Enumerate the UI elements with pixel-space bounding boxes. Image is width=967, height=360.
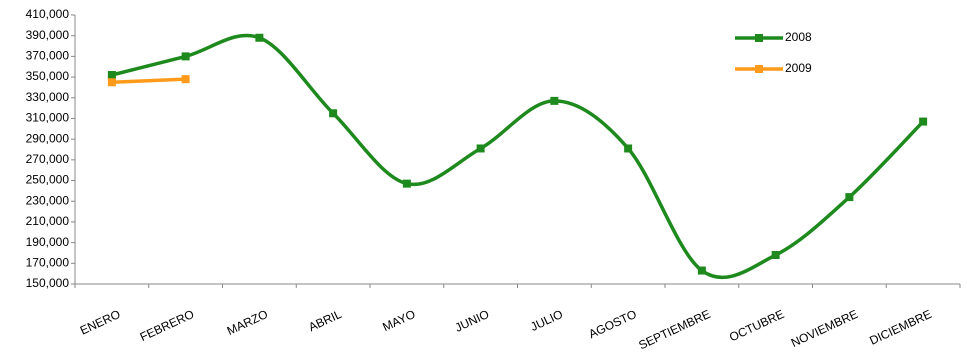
x-tick-label: MARZO (225, 307, 270, 338)
marker (329, 109, 338, 118)
marker (624, 144, 633, 153)
marker (697, 266, 706, 275)
y-tick-label: 350,000 (26, 69, 70, 83)
x-tick-label: JULIO (528, 307, 565, 334)
y-tick-label: 410,000 (26, 7, 70, 21)
y-tick-label: 170,000 (26, 255, 70, 269)
y-tick-label: 390,000 (26, 28, 70, 42)
marker (476, 144, 485, 153)
marker (919, 117, 928, 126)
marker (845, 193, 854, 202)
legend-marker (755, 65, 763, 73)
y-tick-label: 210,000 (26, 214, 70, 228)
marker (255, 33, 264, 42)
x-tick-label: FEBRERO (138, 307, 196, 344)
legend-label: 2008 (785, 30, 812, 44)
x-tick-label: JUNIO (453, 307, 492, 335)
x-tick-label: ENERO (78, 307, 123, 338)
y-tick-label: 310,000 (26, 111, 70, 125)
x-tick-label: MAYO (380, 307, 417, 334)
x-tick-label: SEPTIEMBRE (636, 307, 712, 352)
marker (181, 75, 190, 84)
marker (550, 96, 559, 105)
y-tick-label: 250,000 (26, 173, 70, 187)
legend-marker (755, 34, 763, 42)
x-tick-label: DICIEMBRE (867, 307, 933, 348)
marker (771, 251, 780, 260)
x-tick-label: NOVIEMBRE (789, 307, 860, 350)
series-line (111, 77, 186, 84)
legend-label: 2009 (785, 61, 812, 75)
marker (107, 78, 116, 87)
y-tick-label: 330,000 (26, 90, 70, 104)
x-tick-label: AGOSTO (586, 307, 638, 341)
y-tick-label: 230,000 (26, 193, 70, 207)
marker (402, 179, 411, 188)
x-tick-label: OCTUBRE (727, 307, 786, 344)
y-tick-label: 290,000 (26, 131, 70, 145)
y-tick-label: 150,000 (26, 276, 70, 290)
y-tick-label: 190,000 (26, 235, 70, 249)
marker (181, 52, 190, 61)
y-tick-label: 370,000 (26, 49, 70, 63)
y-tick-label: 270,000 (26, 152, 70, 166)
marker (107, 71, 116, 80)
x-tick-label: ABRIL (306, 307, 344, 334)
